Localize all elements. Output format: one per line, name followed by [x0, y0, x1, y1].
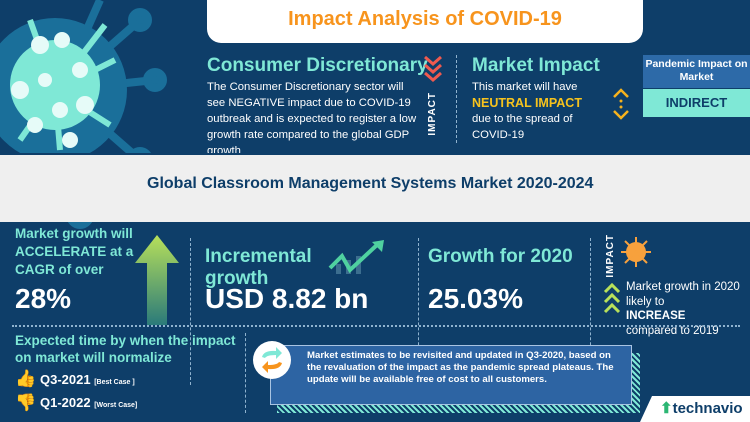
up-chevrons-icon: [603, 282, 621, 314]
down-chevrons-icon: [424, 55, 442, 82]
worst-case: Q1-2022 [Worst Case]: [40, 395, 137, 410]
normalize-heading: Expected time by when the impact on mark…: [15, 333, 236, 365]
thumbs-up-icon: 👍: [15, 369, 37, 388]
divider: [190, 238, 191, 385]
impact-text: Market growth in 2020 likely to INCREASE…: [626, 280, 746, 338]
cagr-text: Market growth will ACCELERATE at a CAGR …: [15, 226, 134, 277]
sector-heading: Consumer Discretionary: [207, 55, 428, 76]
divider: [418, 238, 419, 385]
incremental-growth-label: Incremental growth: [205, 246, 312, 289]
refresh-icon: [253, 341, 291, 379]
divider: [245, 333, 246, 413]
pandemic-impact-label: Pandemic Impact on Market: [643, 55, 750, 88]
growth-trend-icon: [328, 240, 384, 274]
neutral-impact-label: NEUTRAL IMPACT: [472, 96, 582, 110]
best-case-tag: [Best Case ]: [94, 379, 135, 386]
logo-mark-icon: ⬆: [660, 400, 673, 417]
best-case: Q3-2021 [Best Case ]: [40, 372, 135, 387]
market-impact-line1: This market will have: [472, 81, 578, 93]
impact-vertical-label: IMPACT: [427, 92, 438, 136]
brand-name: technavio: [672, 400, 743, 417]
incremental-growth-value: USD 8.82 bn: [205, 283, 369, 314]
divider: [590, 238, 591, 385]
impact-analysis-title: Impact Analysis of COVID-19: [207, 0, 643, 43]
worst-case-tag: [Worst Case]: [94, 402, 138, 409]
market-title: Global Classroom Management Systems Mark…: [147, 175, 594, 192]
impact-line1: Market growth in 2020 likely to: [626, 281, 740, 308]
market-impact-text: This market will have NEUTRAL IMPACT due…: [472, 79, 612, 143]
market-impact-heading: Market Impact: [472, 55, 600, 76]
note-box: Market estimates to be revisited and upd…: [270, 345, 632, 405]
technavio-logo: ⬆technavio: [660, 399, 743, 417]
divider: [456, 55, 457, 143]
sun-virus-icon: [621, 237, 651, 267]
divider: [12, 325, 740, 327]
best-case-value: Q3-2021: [40, 372, 91, 387]
growth-2020-label: Growth for 2020: [428, 246, 573, 267]
growth-2020-value: 25.03%: [428, 283, 523, 314]
brand-corner: [640, 396, 750, 422]
market-title-band: Global Classroom Management Systems Mark…: [0, 153, 750, 222]
sector-text: The Consumer Discretionary sector will s…: [207, 81, 417, 157]
impact-vertical-label-2: IMPACT: [605, 234, 616, 278]
up-arrow-icon: [135, 235, 179, 325]
worst-case-value: Q1-2022: [40, 395, 91, 410]
virus-icon: [0, 0, 167, 229]
increase-label: INCREASE: [626, 310, 686, 322]
impact-line2: compared to 2019: [626, 324, 719, 337]
thumbs-down-icon: 👎: [15, 393, 37, 412]
cagr-value: 28%: [15, 283, 72, 314]
up-down-arrows-icon: [613, 88, 629, 120]
market-impact-line2: due to the spread of COVID-19: [472, 113, 573, 141]
pandemic-impact-value: INDIRECT: [643, 89, 750, 117]
